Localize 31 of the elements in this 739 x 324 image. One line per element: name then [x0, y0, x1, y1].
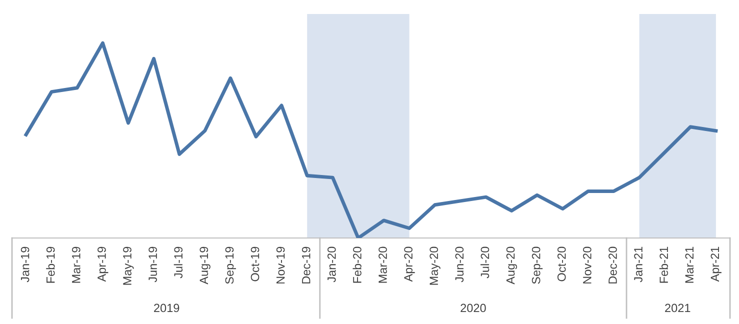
x-tick-label: Aug-19: [200, 246, 210, 284]
x-tick-label: Dec-20: [608, 246, 617, 284]
x-tick-label: Nov-20: [583, 246, 592, 284]
x-tick-label: Dec-19: [302, 246, 310, 284]
x-tick-label: Sep-20: [532, 246, 543, 284]
x-tick-label: Apr-21: [710, 246, 722, 282]
text: 2019: [154, 304, 180, 312]
x-tick-label: Apr-20: [404, 246, 415, 282]
x-tick-label: Feb-21: [659, 246, 668, 283]
x-tick-label: May-19: [123, 246, 134, 285]
x-tick-label: Feb-20: [352, 246, 362, 283]
x-tick-label: Jan-19: [20, 246, 30, 282]
text: 2020: [460, 304, 486, 312]
x-tick-label: Mar-20: [378, 246, 387, 283]
x-tick-label: Jun-19: [148, 246, 157, 282]
x-tick-label: Apr-19: [98, 246, 108, 282]
x-tick-label: Aug-20: [506, 246, 518, 284]
x-tick-label: Feb-19: [46, 246, 55, 283]
x-tick-label: Jan-21: [634, 246, 642, 282]
x-tick-label: Sep-19: [225, 246, 236, 284]
x-tick-label: Jul-20: [480, 246, 490, 278]
x-tick-label: Jun-20: [455, 246, 464, 282]
x-tick-label: Jul-19: [174, 246, 183, 278]
x-tick-label: Jan-20: [327, 246, 336, 282]
text: 2021: [665, 304, 690, 312]
x-tick-label: Oct-20: [557, 246, 566, 282]
x-tick-label: Mar-19: [72, 246, 80, 283]
x-tick-label: May-20: [430, 246, 440, 285]
x-tick-label: Mar-21: [685, 246, 694, 283]
x-tick-label: Nov-19: [276, 246, 285, 284]
x-tick-label: Oct-19: [250, 246, 260, 282]
